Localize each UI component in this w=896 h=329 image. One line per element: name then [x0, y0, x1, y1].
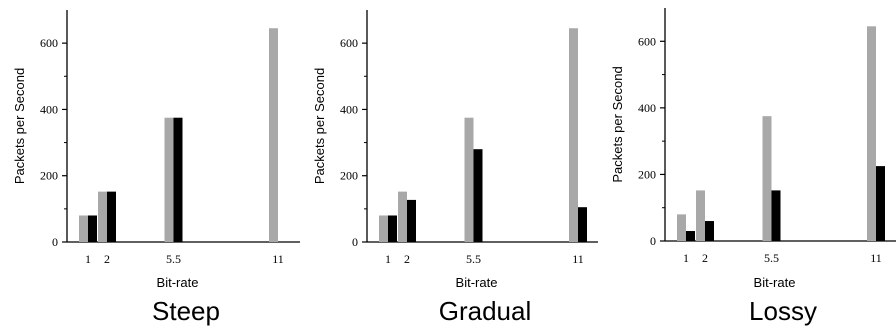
bar-gray: [762, 116, 772, 241]
x-tick-label: 5.5: [166, 252, 181, 266]
y-tick-label: 0: [52, 235, 58, 249]
x-tick-label: 5.5: [764, 251, 779, 265]
panel-title: Gradual: [439, 296, 532, 326]
bar-gray: [569, 28, 578, 242]
bar-black: [173, 117, 183, 242]
y-tick-label: 400: [340, 102, 358, 116]
y-tick-label: 400: [638, 101, 656, 115]
y-tick-label: 400: [40, 102, 58, 116]
bar-black: [705, 221, 714, 241]
x-tick-label: 1: [683, 251, 689, 265]
bar-gray: [398, 191, 407, 242]
bar-gray: [464, 117, 474, 242]
x-tick-label: 11: [272, 252, 284, 266]
bar-gray: [79, 215, 88, 242]
y-tick-label: 200: [340, 169, 358, 183]
bar-gray: [696, 190, 705, 241]
y-tick-label: 200: [40, 169, 58, 183]
y-tick-label: 600: [638, 34, 656, 48]
y-axis-label: Packets per Second: [610, 66, 625, 182]
bar-gray: [677, 214, 686, 241]
bar-black: [473, 149, 483, 242]
y-tick-label: 0: [650, 234, 656, 248]
bar-black: [407, 199, 416, 242]
x-tick-label: 1: [385, 252, 391, 266]
y-tick-label: 200: [638, 167, 656, 181]
x-tick-label: 2: [104, 252, 110, 266]
y-tick-label: 0: [352, 235, 358, 249]
bar-black: [876, 166, 885, 241]
y-tick-label: 600: [40, 36, 58, 50]
x-axis-label: Bit-rate: [157, 275, 199, 290]
panel-title: Lossy: [749, 296, 817, 326]
bar-black: [107, 191, 116, 242]
x-tick-label: 5.5: [466, 252, 481, 266]
bar-black: [686, 231, 695, 241]
panel-title: Steep: [152, 296, 220, 326]
bar-gray: [269, 28, 278, 242]
x-axis-label: Bit-rate: [754, 275, 796, 290]
bar-gray: [379, 215, 388, 242]
x-tick-label: 11: [572, 252, 584, 266]
bar-black: [88, 215, 97, 242]
y-tick-label: 600: [340, 36, 358, 50]
x-axis-label: Bit-rate: [456, 275, 498, 290]
bar-black: [578, 207, 587, 242]
bar-gray: [164, 117, 174, 242]
y-axis-label: Packets per Second: [12, 68, 27, 184]
bar-gray: [98, 191, 107, 242]
y-axis-label: Packets per Second: [312, 68, 327, 184]
x-tick-label: 1: [85, 252, 91, 266]
x-tick-label: 2: [404, 252, 410, 266]
bar-black: [388, 215, 397, 242]
x-tick-label: 11: [870, 251, 882, 265]
bar-black: [771, 190, 781, 241]
x-tick-label: 2: [702, 251, 708, 265]
bar-gray: [867, 26, 876, 241]
